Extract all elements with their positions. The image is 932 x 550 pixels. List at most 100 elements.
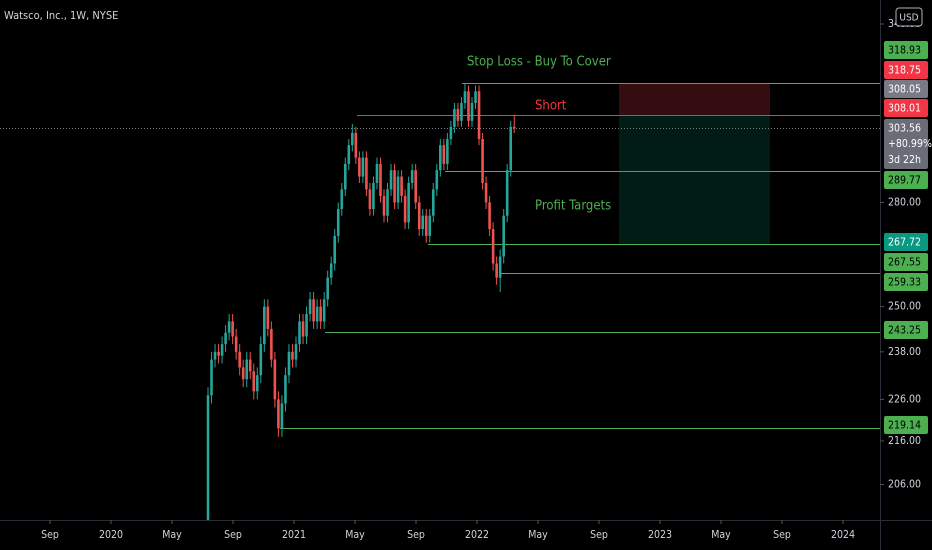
price-tag xyxy=(884,321,928,339)
candle-body xyxy=(431,189,435,216)
price-tag-label: 318.93 xyxy=(888,45,921,57)
x-tick-label: May xyxy=(711,529,731,541)
candle-body xyxy=(435,170,439,190)
price-tag xyxy=(884,233,928,251)
annotation: Short xyxy=(535,99,567,114)
candle-body xyxy=(231,321,234,337)
candle-body xyxy=(421,215,425,230)
candle-body xyxy=(248,359,252,372)
candle-body xyxy=(428,215,432,236)
candle-body xyxy=(442,145,446,164)
candle-body xyxy=(291,351,294,360)
candle-body xyxy=(358,157,361,177)
candle-body xyxy=(474,91,477,103)
candle-body xyxy=(498,256,502,278)
price-tag xyxy=(884,253,928,271)
candle-body xyxy=(336,209,340,236)
candle-body xyxy=(379,163,382,196)
candle-body xyxy=(446,139,449,164)
candle-body xyxy=(403,195,407,223)
candle-body xyxy=(386,189,389,216)
price-tag-label: 267.55 xyxy=(888,257,921,269)
candle-body xyxy=(502,215,505,257)
candle-body xyxy=(477,91,481,140)
x-tick-label: 2020 xyxy=(99,529,123,541)
candle-body xyxy=(255,375,259,392)
candle-body xyxy=(484,182,488,203)
currency-label[interactable]: USD xyxy=(899,13,918,24)
candle-body xyxy=(245,359,249,380)
candle-body xyxy=(414,170,417,203)
candle-body xyxy=(389,170,393,190)
candle-body xyxy=(220,344,224,356)
candle-body xyxy=(463,91,467,103)
candle-body xyxy=(227,321,231,333)
candle-body xyxy=(365,157,368,190)
y-tick-label: 216.00 xyxy=(888,435,921,447)
candle-body xyxy=(238,351,241,368)
annotation: Profit Targets xyxy=(535,199,611,214)
candle-body xyxy=(372,182,375,210)
candle-body xyxy=(481,139,484,183)
candle-body xyxy=(393,170,396,203)
price-tag xyxy=(884,416,928,434)
price-tag-label: 267.72 xyxy=(888,237,921,249)
price-tag-label: 318.75 xyxy=(888,65,921,77)
candle-body xyxy=(410,170,414,183)
candle-body xyxy=(343,163,347,190)
candle-body xyxy=(407,182,410,223)
price-tag-label: 308.01 xyxy=(888,103,921,115)
candle-body xyxy=(294,344,298,360)
x-tick-label: Sep xyxy=(224,529,242,541)
candle-body xyxy=(305,313,308,337)
candle-body xyxy=(273,359,277,400)
candle-body xyxy=(266,306,270,329)
reward-zone xyxy=(619,114,770,244)
candle-body xyxy=(280,403,284,429)
candle-body xyxy=(470,102,474,121)
price-tag xyxy=(884,171,928,189)
chart-title: Watsco, Inc., 1W, NYSE xyxy=(4,9,118,22)
price-tag xyxy=(884,99,928,117)
price-tag-label: 259.33 xyxy=(888,277,921,289)
price-change: +80.99% xyxy=(888,138,932,150)
candle-body xyxy=(224,332,227,345)
candle-body xyxy=(424,215,428,236)
candle-body xyxy=(206,395,210,520)
x-tick-label: May xyxy=(345,529,365,541)
x-tick-label: Sep xyxy=(590,529,608,541)
bar-countdown: 3d 22h xyxy=(888,154,921,166)
candle-body xyxy=(270,328,273,360)
candle-body xyxy=(382,195,386,216)
y-tick-label: 238.00 xyxy=(888,346,921,358)
price-tag xyxy=(884,273,928,291)
candle-body xyxy=(347,145,351,164)
candle-body xyxy=(319,306,322,322)
annotation: Stop Loss - Buy To Cover xyxy=(467,55,611,70)
currency-button[interactable] xyxy=(895,7,923,27)
candle-body xyxy=(449,126,453,140)
x-tick-label: Sep xyxy=(41,529,59,541)
candle-body xyxy=(287,351,291,376)
price-tag xyxy=(884,80,928,98)
x-tick-label: Sep xyxy=(773,529,791,541)
x-tick-label: 2024 xyxy=(831,529,855,541)
candle-body xyxy=(241,367,245,380)
y-tick-label: 226.00 xyxy=(888,393,921,405)
candle-body xyxy=(361,157,365,177)
candle-body xyxy=(217,351,220,356)
x-tick-label: 2022 xyxy=(465,529,489,541)
candle-body xyxy=(284,375,287,404)
axes: 340.00280.00250.00238.00226.00216.00206.… xyxy=(41,7,932,541)
price-tag xyxy=(884,119,928,169)
candle-body xyxy=(259,344,263,376)
candle-body xyxy=(396,176,400,203)
candle-body xyxy=(467,91,470,121)
candle-body xyxy=(312,299,315,322)
candle-body xyxy=(315,306,319,322)
candle-body xyxy=(417,202,421,230)
y-tick-label: 206.00 xyxy=(888,479,921,491)
x-tick-label: May xyxy=(162,529,182,541)
